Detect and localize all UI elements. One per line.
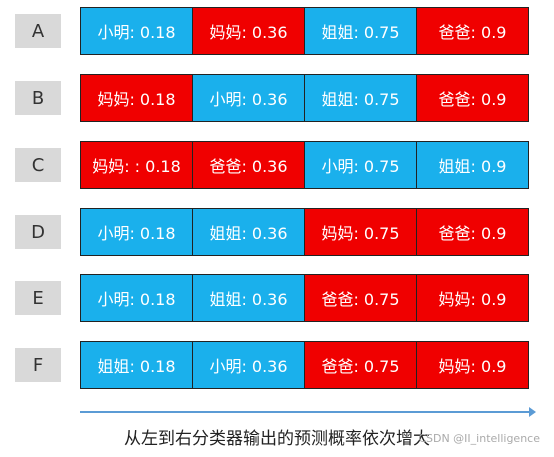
- probability-cell: 姐姐: 0.75: [304, 7, 417, 55]
- option-label: B: [15, 81, 61, 115]
- probability-cell: 小明: 0.18: [80, 274, 193, 322]
- probability-cell: 小明: 0.75: [304, 141, 417, 189]
- probability-cell: 妈妈: 0.75: [304, 208, 417, 256]
- probability-cell: 小明: 0.36: [192, 341, 305, 389]
- probability-cell: 爸爸: 0.75: [304, 274, 417, 322]
- option-label: F: [15, 348, 61, 382]
- probability-cell: 妈妈: : 0.18: [80, 141, 193, 189]
- option-row-e: E 小明: 0.18 姐姐: 0.36 爸爸: 0.75 妈妈: 0.9: [0, 274, 554, 322]
- option-label: E: [15, 281, 61, 315]
- probability-cell: 姐姐: 0.9: [416, 141, 529, 189]
- probability-cell: 姐姐: 0.75: [304, 74, 417, 122]
- option-row-f: F 姐姐: 0.18 小明: 0.36 爸爸: 0.75 妈妈: 0.9: [0, 341, 554, 389]
- option-label: A: [15, 14, 61, 48]
- probability-cell: 爸爸: 0.75: [304, 341, 417, 389]
- probability-cell: 爸爸: 0.9: [416, 7, 529, 55]
- probability-cell: 爸爸: 0.36: [192, 141, 305, 189]
- probability-cell: 小明: 0.36: [192, 74, 305, 122]
- option-row-c: C 妈妈: : 0.18 爸爸: 0.36 小明: 0.75 姐姐: 0.9: [0, 141, 554, 189]
- probability-cell: 妈妈: 0.9: [416, 274, 529, 322]
- probability-cell: 妈妈: 0.36: [192, 7, 305, 55]
- probability-cell: 爸爸: 0.9: [416, 74, 529, 122]
- probability-cell: 姐姐: 0.18: [80, 341, 193, 389]
- option-label: C: [15, 148, 61, 182]
- direction-arrow: [80, 407, 536, 417]
- probability-cell: 妈妈: 0.18: [80, 74, 193, 122]
- option-label: D: [15, 215, 61, 249]
- caption: 从左到右分类器输出的预测概率依次增大: [124, 429, 430, 449]
- probability-cell: 小明: 0.18: [80, 7, 193, 55]
- probability-cells: 小明: 0.18 姐姐: 0.36 妈妈: 0.75 爸爸: 0.9: [80, 208, 529, 256]
- watermark: CSDN @II_intelligence: [418, 432, 540, 445]
- probability-cell: 妈妈: 0.9: [416, 341, 529, 389]
- probability-cells: 妈妈: : 0.18 爸爸: 0.36 小明: 0.75 姐姐: 0.9: [80, 141, 529, 189]
- probability-cells: 妈妈: 0.18 小明: 0.36 姐姐: 0.75 爸爸: 0.9: [80, 74, 529, 122]
- option-row-a: A 小明: 0.18 妈妈: 0.36 姐姐: 0.75 爸爸: 0.9: [0, 7, 554, 55]
- option-row-b: B 妈妈: 0.18 小明: 0.36 姐姐: 0.75 爸爸: 0.9: [0, 74, 554, 122]
- probability-cell: 爸爸: 0.9: [416, 208, 529, 256]
- probability-cell: 小明: 0.18: [80, 208, 193, 256]
- probability-cell: 姐姐: 0.36: [192, 274, 305, 322]
- option-row-d: D 小明: 0.18 姐姐: 0.36 妈妈: 0.75 爸爸: 0.9: [0, 208, 554, 256]
- probability-cells: 姐姐: 0.18 小明: 0.36 爸爸: 0.75 妈妈: 0.9: [80, 341, 529, 389]
- probability-cells: 小明: 0.18 姐姐: 0.36 爸爸: 0.75 妈妈: 0.9: [80, 274, 529, 322]
- probability-cells: 小明: 0.18 妈妈: 0.36 姐姐: 0.75 爸爸: 0.9: [80, 7, 529, 55]
- probability-cell: 姐姐: 0.36: [192, 208, 305, 256]
